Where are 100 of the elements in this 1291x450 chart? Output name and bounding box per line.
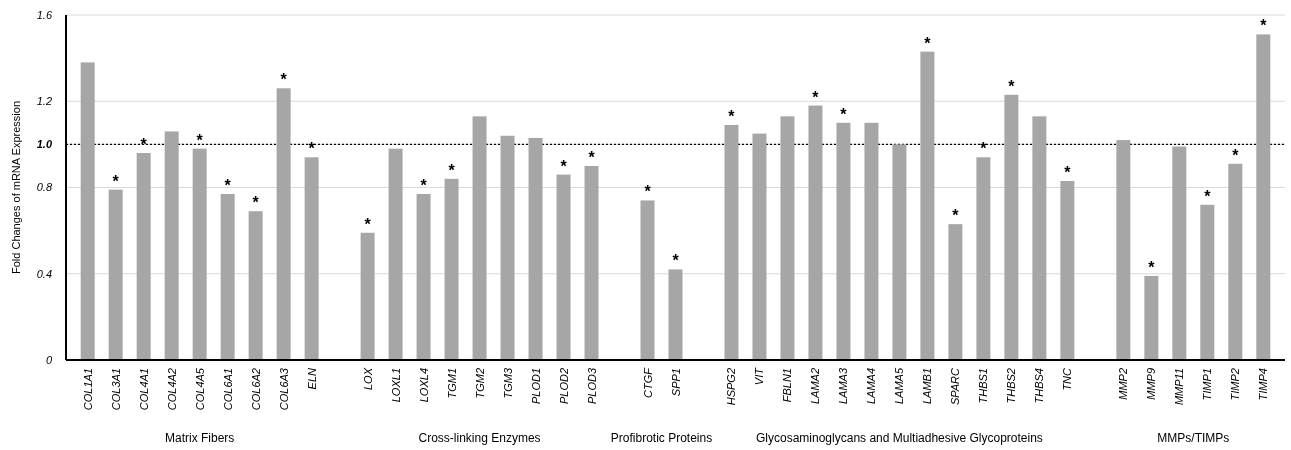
bar [1172, 146, 1187, 360]
x-tick-label: COL1A1 [81, 368, 94, 411]
x-tick-label: TGM3 [501, 367, 514, 399]
data-label: * [420, 176, 428, 194]
y-tick-label: 0 [45, 353, 53, 366]
x-tick-label: PLOD2 [557, 368, 570, 405]
data-label: * [196, 131, 204, 149]
y-tick-label: 1.6 [36, 8, 53, 21]
x-tick-label: SPP1 [669, 368, 682, 397]
x-tick-label: COL4A1 [137, 368, 150, 411]
text: Glycosaminoglycans and Multiadhesive Glycoproteins [756, 431, 1043, 445]
bar [360, 232, 375, 360]
bar [416, 193, 431, 360]
x-tick-label: LAMA3 [837, 367, 850, 405]
bar [836, 122, 851, 360]
data-label: * [952, 207, 960, 225]
bar [1256, 34, 1271, 360]
x-tick-label: LAMB1 [921, 368, 934, 405]
x-tick-label: TNC [1061, 367, 1074, 391]
bar [1200, 204, 1215, 360]
bar [164, 131, 179, 360]
y-tick-label: 0.8 [36, 181, 53, 194]
bar [808, 105, 823, 360]
bar [108, 189, 123, 360]
x-tick-label: SPARC [949, 367, 962, 406]
data-label: * [1232, 146, 1240, 164]
data-label: * [224, 176, 232, 194]
bar [388, 148, 403, 360]
x-tick-label: MMP11 [1173, 368, 1186, 406]
bar [640, 200, 655, 360]
x-tick-label: TIMP1 [1201, 368, 1214, 401]
bar [136, 153, 151, 360]
x-tick-label: PLOD3 [585, 367, 598, 405]
bar [976, 157, 991, 360]
bar [1228, 163, 1243, 360]
x-tick-label: LOX [361, 367, 374, 391]
data-label: * [672, 252, 680, 270]
bar [584, 165, 599, 360]
bar [1060, 181, 1075, 360]
bar [528, 137, 543, 360]
x-tick-label: PLOD1 [529, 368, 542, 405]
text: Cross-linking Enzymes [418, 431, 541, 445]
x-tick-label: COL3A1 [109, 368, 122, 411]
x-tick-label: THBS2 [1005, 368, 1018, 404]
data-label: * [1260, 17, 1268, 35]
data-label: * [1148, 258, 1156, 276]
bar [80, 62, 95, 360]
bar [1144, 275, 1159, 360]
bar [920, 51, 935, 360]
x-tick-label: COL6A1 [221, 368, 234, 411]
y-axis-title: Fold Changes of mRNA Expression [10, 100, 22, 275]
x-tick-label: LOXL1 [389, 368, 402, 403]
bar [1032, 116, 1047, 360]
bar [668, 269, 683, 360]
data-label: * [1204, 187, 1212, 205]
data-label: * [252, 194, 260, 212]
bar [192, 148, 207, 360]
data-label: * [924, 34, 932, 52]
bar [444, 178, 459, 360]
data-label: * [644, 183, 652, 201]
data-label: * [364, 215, 372, 233]
x-tick-label: THBS4 [1033, 368, 1046, 404]
bar [556, 174, 571, 360]
x-tick-label: COL6A2 [249, 368, 262, 411]
data-label: * [280, 71, 288, 89]
x-tick-label: COL4A2 [165, 368, 178, 411]
x-tick-label: HSPG2 [725, 368, 738, 406]
data-label: * [140, 136, 148, 153]
bar [500, 135, 515, 360]
bar [248, 211, 263, 360]
text: Profibrotic Proteins [610, 431, 713, 445]
x-tick-label: TGM1 [445, 368, 458, 399]
y-tick-label: 1.2 [36, 95, 52, 108]
y-tick-label: 1.0 [36, 138, 53, 151]
y-tick-label: 0.4 [36, 267, 52, 280]
x-tick-label: LOXL4 [417, 368, 430, 403]
x-tick-label: MMP2 [1117, 368, 1130, 400]
text: MMPs/TIMPs [1157, 431, 1230, 445]
bar [1116, 140, 1131, 360]
data-label: * [840, 105, 848, 123]
bar [304, 157, 319, 360]
bar [780, 116, 795, 360]
x-tick-label: LAMA5 [893, 367, 906, 405]
data-label: * [1064, 164, 1072, 182]
bar [948, 224, 963, 360]
bar [472, 116, 487, 360]
bar [276, 88, 291, 360]
data-label: * [728, 107, 736, 125]
bar [864, 122, 879, 360]
bar [1004, 94, 1019, 360]
x-tick-label: LAMA4 [865, 368, 878, 405]
bar [724, 124, 739, 360]
x-tick-label: TIMP4 [1257, 368, 1270, 401]
data-label: * [448, 161, 456, 179]
x-tick-label: TIMP2 [1229, 368, 1242, 401]
x-tick-label: CTGF [641, 366, 654, 398]
x-tick-label: LAMA2 [809, 368, 822, 405]
x-tick-label: FBLN1 [781, 368, 794, 403]
x-tick-label: TGM2 [473, 368, 486, 399]
x-tick-label: THBS1 [977, 368, 990, 404]
